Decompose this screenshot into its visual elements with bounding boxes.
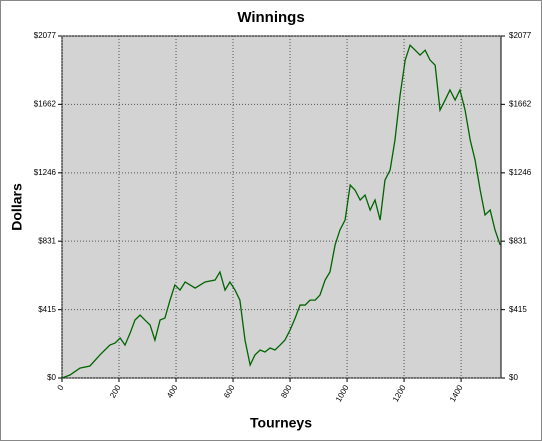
- data-line: [61, 44, 501, 379]
- y-tick-label: $415: [38, 305, 56, 314]
- y-tick-label: $1662: [34, 99, 57, 108]
- x-axis-title: Tourneys: [250, 415, 312, 431]
- y-tick-label: $831: [38, 236, 56, 245]
- y2-tick-label: $1662: [509, 99, 532, 108]
- y2-tick-label: $415: [509, 305, 527, 314]
- y2-tick-label: $0: [509, 373, 518, 382]
- y-tick-label: $2077: [34, 31, 57, 40]
- chart-title: Winnings: [237, 9, 304, 26]
- y-tick-label: $1246: [34, 168, 57, 177]
- y-tick-label: $0: [47, 373, 56, 382]
- y2-tick-label: $2077: [509, 31, 532, 40]
- x-tick-label: 0: [56, 383, 66, 392]
- y-axis-title: Dollars: [9, 183, 25, 231]
- y2-tick-label: $1246: [509, 168, 532, 177]
- plot-area: [61, 35, 502, 379]
- y2-tick-label: $831: [509, 236, 527, 245]
